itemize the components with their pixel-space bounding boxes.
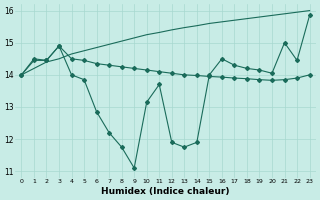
X-axis label: Humidex (Indice chaleur): Humidex (Indice chaleur) <box>101 187 230 196</box>
